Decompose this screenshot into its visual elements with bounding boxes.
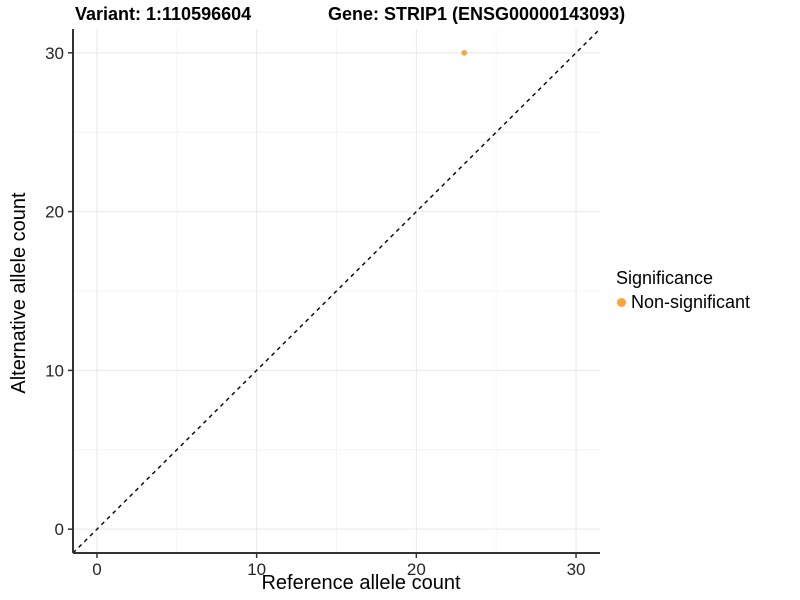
x-tick-label: 20 bbox=[407, 560, 426, 579]
legend-title: Significance bbox=[616, 268, 714, 288]
y-tick-label: 10 bbox=[45, 361, 64, 380]
legend-item-label: Non-significant bbox=[631, 292, 751, 312]
legend: Significance Non-significant bbox=[616, 267, 750, 312]
x-tick-label: 30 bbox=[567, 560, 586, 579]
y-tick-label: 30 bbox=[45, 44, 64, 63]
identity-reference-line bbox=[72, 28, 601, 554]
plot-title-variant: Variant: 1:110596604 bbox=[75, 4, 252, 24]
x-axis-title: Reference allele count bbox=[261, 572, 461, 594]
x-tick-label: 10 bbox=[247, 560, 266, 579]
legend-item: Non-significant bbox=[616, 292, 750, 312]
data-point bbox=[461, 50, 468, 56]
legend-point-icon bbox=[617, 297, 626, 307]
plot-title-gene: Gene: STRIP1 (ENSG00000143093) bbox=[328, 4, 626, 24]
y-tick-label: 20 bbox=[45, 203, 64, 222]
y-tick-label: 0 bbox=[55, 520, 64, 539]
x-tick-label: 0 bbox=[92, 560, 101, 579]
